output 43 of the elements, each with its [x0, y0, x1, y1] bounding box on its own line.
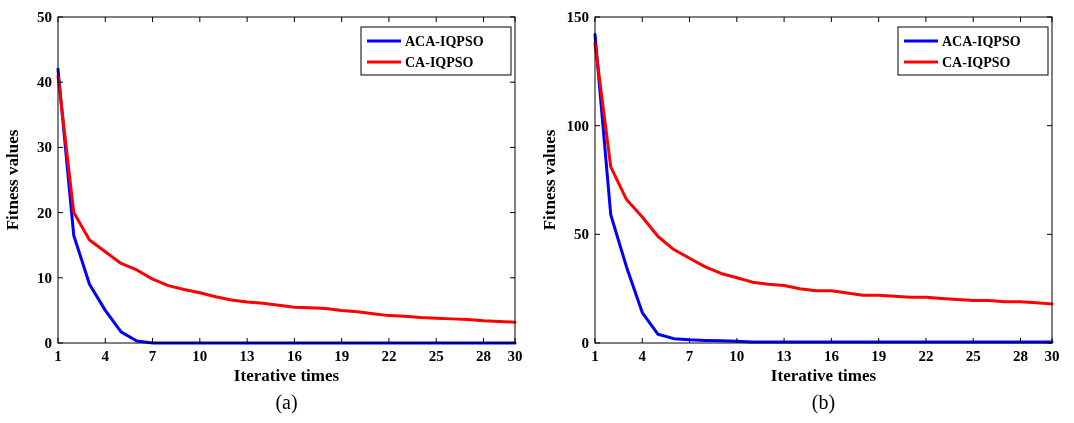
x-tick-label: 25 [428, 348, 444, 364]
x-tick-label: 4 [638, 348, 647, 364]
x-tick-label: 10 [192, 348, 208, 364]
x-tick-label: 1 [54, 348, 62, 364]
legend-label: ACA-IQPSO [942, 34, 1021, 49]
legend-label: ACA-IQPSO [405, 34, 484, 49]
text: (a) [275, 391, 298, 414]
x-tick-label: 25 [965, 348, 981, 364]
y-tick-label: 30 [37, 139, 52, 156]
text: (b) [811, 391, 836, 414]
y-axis-title: Fitness values [540, 129, 559, 231]
x-tick-label: 16 [286, 348, 303, 364]
y-tick-label: 50 [37, 9, 52, 25]
x-tick-label: 7 [148, 348, 157, 364]
y-tick-label: 100 [566, 117, 589, 134]
x-axis-title: Iterative times [770, 366, 877, 385]
x-tick-label: 30 [507, 348, 523, 364]
x-tick-label: 19 [334, 348, 350, 364]
y-axis-title: Fitness values [3, 129, 22, 231]
x-tick-label: 28 [1012, 348, 1028, 364]
y-tick-label: 10 [37, 269, 52, 286]
x-tick-label: 30 [1044, 348, 1060, 364]
x-axis-title: Iterative times [233, 366, 340, 385]
x-tick-label: 10 [729, 348, 745, 364]
x-tick-label: 13 [776, 348, 792, 364]
legend-label: CA-IQPSO [942, 55, 1011, 70]
x-tick-label: 22 [918, 348, 934, 364]
x-tick-label: 22 [381, 348, 397, 364]
legend-label: CA-IQPSO [405, 55, 474, 70]
x-tick-label: 28 [475, 348, 491, 364]
x-tick-label: 4 [101, 348, 110, 364]
y-tick-label: 150 [566, 9, 589, 25]
x-tick-label: 13 [239, 348, 255, 364]
y-tick-label: 0 [581, 335, 589, 351]
x-tick-label: 19 [871, 348, 887, 364]
y-tick-label: 20 [37, 204, 52, 221]
x-tick-label: 7 [685, 348, 694, 364]
x-tick-label: 1 [591, 348, 599, 364]
y-tick-label: 50 [574, 226, 589, 243]
line-series [593, 32, 1054, 344]
y-tick-label: 0 [44, 335, 52, 351]
y-tick-label: 40 [37, 74, 52, 91]
x-tick-label: 16 [823, 348, 840, 364]
